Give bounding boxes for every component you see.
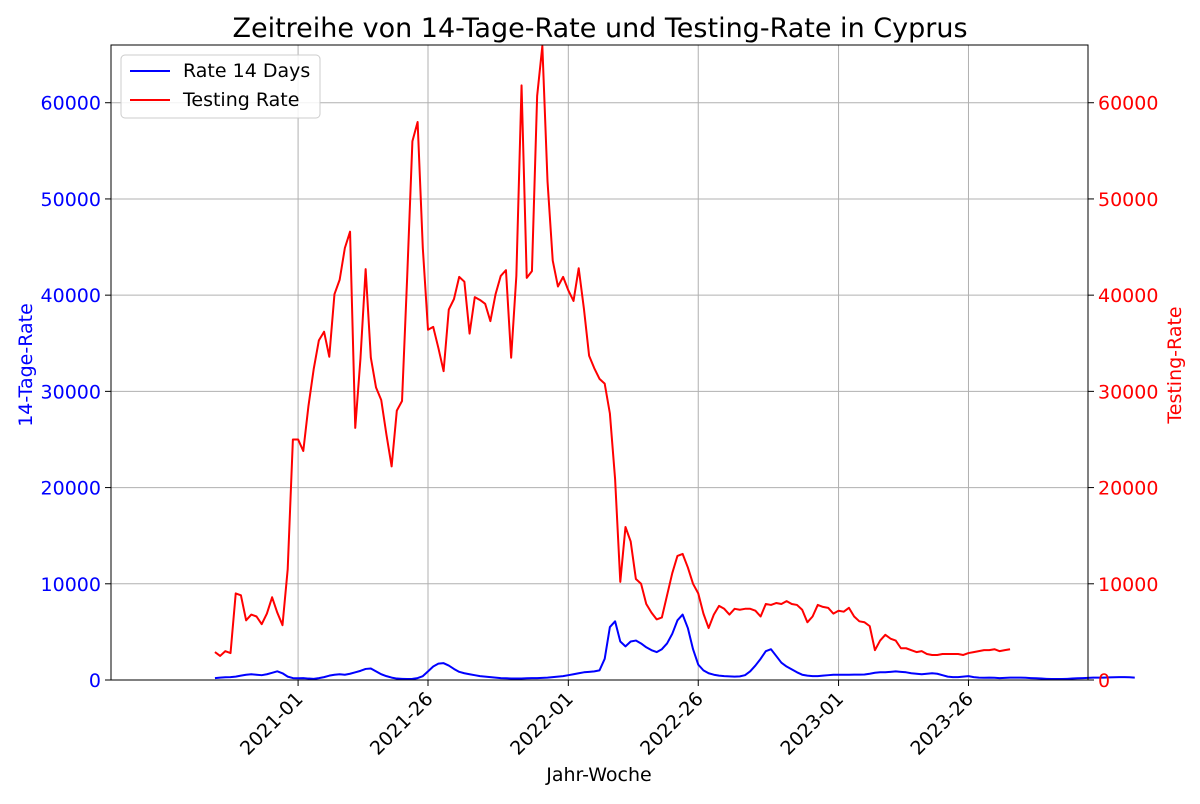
y-tick-label-left-6: 60000: [41, 93, 101, 115]
y-tick-label-right-6: 60000: [1098, 93, 1158, 115]
legend: Rate 14 Days Testing Rate: [120, 54, 321, 119]
legend-box: [120, 54, 321, 119]
x-tick-label-4: 2023-01: [776, 688, 848, 760]
legend-label-testing-rate: Testing Rate: [182, 89, 299, 111]
x-axis-label: Jahr-Woche: [545, 764, 651, 786]
y-axis-label-left: 14-Tage-Rate: [15, 303, 37, 427]
chart-title: Zeitreihe von 14-Tage-Rate und Testing-R…: [232, 13, 967, 44]
x-tick-label-2: 2022-01: [506, 688, 578, 760]
axis-layer: 0 10000 20000 30000 40000 50000 60000 0 10000 200…: [41, 44, 1158, 760]
y-axis-label-right: Testing-Rate: [1164, 306, 1186, 424]
y-tick-label-left-4: 40000: [41, 285, 101, 307]
x-tick-label-1: 2021-26: [366, 688, 438, 760]
y-tick-label-left-5: 50000: [41, 189, 101, 211]
y-tick-label-right-1: 10000: [1098, 574, 1158, 596]
y-tick-label-right-5: 50000: [1098, 189, 1158, 211]
y-tick-label-left-0: 0: [89, 670, 101, 692]
x-tick-label-3: 2022-26: [636, 688, 708, 760]
series-line-testing-rate: [214, 44, 1011, 657]
series-line-rate-14-days: [214, 613, 1135, 681]
y-tick-label-right-4: 40000: [1098, 285, 1158, 307]
y-tick-label-right-2: 20000: [1098, 478, 1158, 500]
y-tick-label-right-0: 0: [1098, 670, 1110, 692]
x-tick-label-5: 2023-26: [906, 688, 978, 760]
x-tick-label-0: 2021-01: [236, 688, 308, 760]
series-layer: [214, 44, 1135, 681]
plot-frame: [110, 44, 1089, 681]
y-tick-label-left-2: 20000: [41, 478, 101, 500]
grid-layer: [111, 45, 1088, 681]
y-tick-label-left-3: 30000: [41, 381, 101, 403]
legend-label-rate-14-days: Rate 14 Days: [183, 60, 310, 82]
y-tick-label-right-3: 30000: [1098, 381, 1158, 403]
y-tick-label-left-1: 10000: [41, 574, 101, 596]
